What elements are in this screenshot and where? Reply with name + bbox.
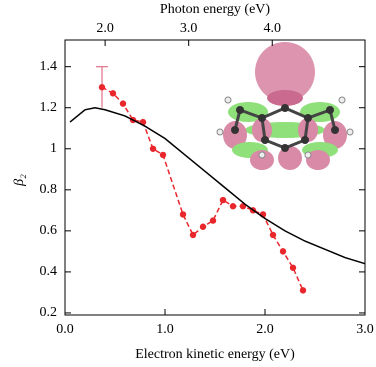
data-point bbox=[299, 287, 307, 294]
data-point bbox=[279, 248, 287, 255]
data-point bbox=[149, 145, 157, 152]
data-point bbox=[98, 84, 106, 91]
data-point bbox=[269, 231, 277, 239]
molecule-inset bbox=[216, 42, 354, 170]
y-tick-label: 0.8 bbox=[40, 182, 58, 197]
top-axis-title: Photon energy (eV) bbox=[160, 2, 270, 17]
series-line bbox=[69, 106, 366, 265]
data-point bbox=[179, 211, 187, 218]
plot-frame bbox=[64, 39, 366, 316]
series-line bbox=[101, 86, 304, 291]
data-point bbox=[199, 223, 207, 230]
data-point bbox=[209, 217, 217, 224]
x-axis-title: Electron kinetic energy (eV) bbox=[135, 347, 295, 362]
data-point bbox=[159, 151, 167, 159]
x2-tick-label: 4.0 bbox=[263, 21, 281, 36]
data-point bbox=[229, 203, 237, 210]
x-tick-label: 2.0 bbox=[256, 322, 274, 337]
y-tick-label: 0.6 bbox=[40, 223, 58, 238]
y-tick-label: 0.4 bbox=[40, 264, 58, 279]
x2-tick-label: 2.0 bbox=[96, 21, 114, 36]
y-tick-label: 1 bbox=[50, 141, 57, 156]
data-point bbox=[119, 100, 127, 107]
x-tick-label: 3.0 bbox=[356, 322, 374, 337]
y-axis-title: β₂ bbox=[12, 174, 27, 187]
y-tick-label: 1.4 bbox=[40, 59, 58, 74]
x-tick-label: 1.0 bbox=[156, 322, 174, 337]
x-tick-label: 0.0 bbox=[56, 322, 74, 337]
y-tick-label: 1.2 bbox=[40, 100, 58, 115]
y-tick-label: 0.2 bbox=[40, 305, 58, 320]
data-point bbox=[289, 264, 297, 271]
data-point bbox=[109, 90, 117, 97]
data-point bbox=[219, 196, 227, 204]
data-point bbox=[189, 231, 197, 239]
x2-tick-label: 3.0 bbox=[180, 21, 198, 36]
